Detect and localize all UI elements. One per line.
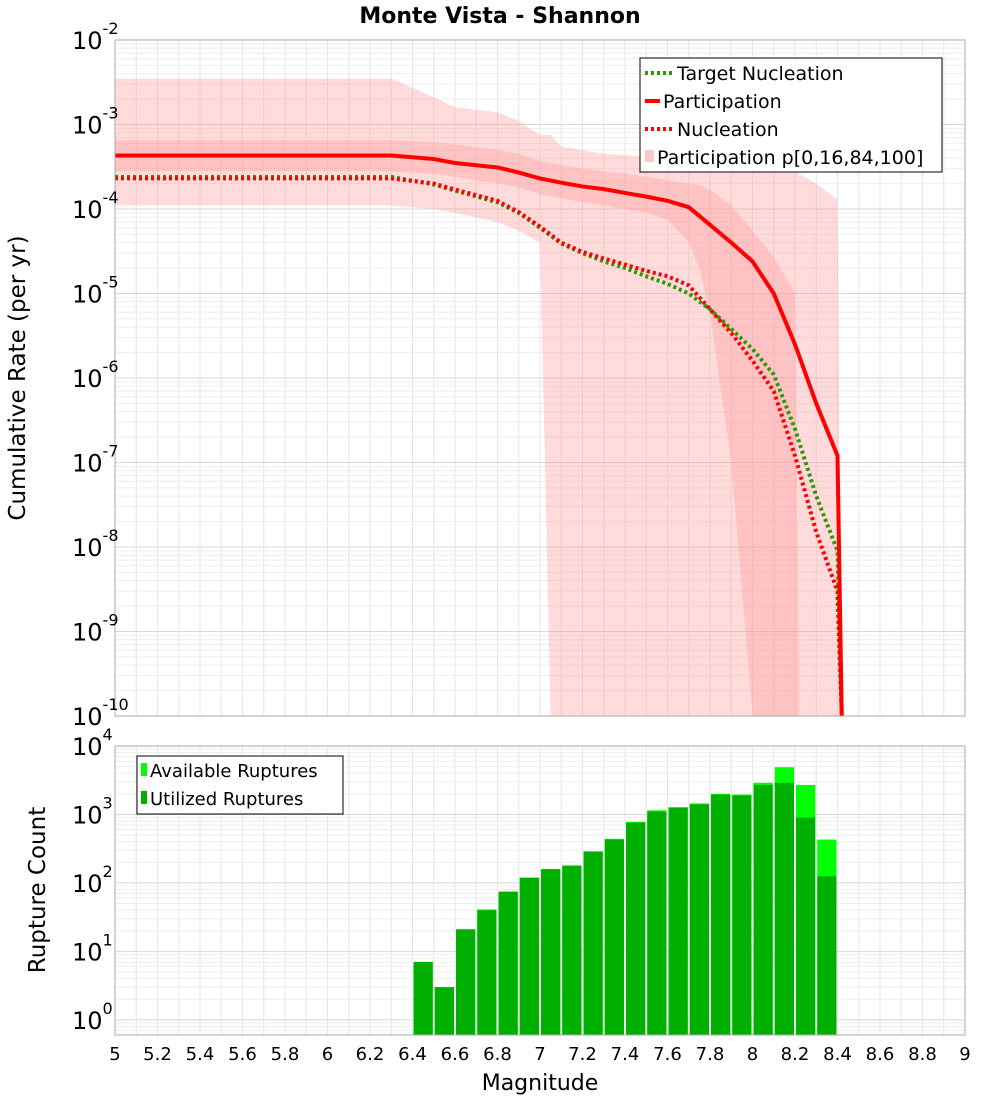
top-y-axis-label: Cumulative Rate (per yr) (5, 235, 31, 520)
x-tick-label: 6.4 (398, 1044, 427, 1065)
top-y-tick-label: 10-6 (72, 357, 119, 393)
utilized-ruptures-bar (774, 782, 794, 1035)
x-tick-labels: 5 5.2 5.4 5.6 5.8 6 6.2 6.4 6.6 6.8 7 7.2 7.4 7.6 7.8 8… (109, 1044, 970, 1065)
utilized-ruptures-bar (413, 961, 433, 1035)
top-legend: Target Nucleation Participation Nucleati… (639, 57, 943, 173)
legend-label-participation: Participation (663, 91, 782, 113)
utilized-ruptures-bar (817, 876, 837, 1035)
top-y-tick-label: 10-9 (72, 611, 119, 647)
utilized-ruptures-bar (583, 851, 603, 1035)
utilized-ruptures-bar (796, 817, 816, 1035)
x-tick-label: 5 (109, 1044, 120, 1065)
x-tick-label: 7.4 (611, 1044, 640, 1065)
x-tick-label: 5.6 (228, 1044, 257, 1065)
utilized-ruptures-bar (541, 869, 561, 1035)
top-plot: 10-10 10-9 10-8 10-7 10-6 10-5 10-4 10-3 10-2 Cu… (5, 19, 966, 731)
participation-band-outer (115, 78, 842, 717)
bottom-y-tick-labels: 100 101 102 103 104 (72, 725, 113, 1035)
x-tick-label: 5.8 (271, 1044, 300, 1065)
x-axis-label: Magnitude (482, 1071, 599, 1096)
x-tick-label: 7.8 (696, 1044, 725, 1065)
series-line-nucleation (115, 176, 844, 717)
bottom-plot-frame (114, 745, 966, 1036)
x-tick-label: 7 (534, 1044, 545, 1065)
utilized-ruptures-bar (647, 811, 667, 1035)
participation-bands (115, 78, 842, 717)
x-tick-label: 5.2 (143, 1044, 172, 1065)
x-tick-label: 6.8 (483, 1044, 512, 1065)
x-tick-label: 8.4 (823, 1044, 852, 1065)
top-y-tick-label: 10-10 (72, 695, 129, 731)
x-tick-label: 8.2 (781, 1044, 810, 1065)
legend-swatch-utilized-ruptures (141, 791, 147, 804)
x-tick-label: 8.6 (866, 1044, 895, 1065)
x-tick-label: 5.4 (186, 1044, 215, 1065)
series-line-target-nucleation (115, 174, 844, 717)
x-tick-label: 8.8 (908, 1044, 937, 1065)
bottom-y-tick-label: 101 (72, 930, 113, 966)
utilized-ruptures-bar (477, 910, 497, 1035)
top-y-tick-label: 10-3 (72, 104, 119, 140)
utilized-ruptures-bar (562, 865, 582, 1035)
legend-label-target-nucleation: Target Nucleation (676, 63, 844, 85)
utilized-ruptures-bar (668, 807, 688, 1035)
x-tick-label: 7.2 (568, 1044, 597, 1065)
x-tick-label: 6 (322, 1044, 333, 1065)
x-tick-label: 6.6 (441, 1044, 470, 1065)
top-y-tick-label: 10-7 (72, 442, 119, 478)
utilized-ruptures-bar (604, 839, 624, 1035)
utilized-ruptures-bar (434, 987, 454, 1035)
rupture-bars (413, 767, 837, 1035)
x-tick-label: 9 (959, 1044, 970, 1065)
bottom-legend: Available Ruptures Utilized Ruptures (136, 755, 344, 815)
top-y-tick-labels: 10-10 10-9 10-8 10-7 10-6 10-5 10-4 10-3 10-2 (72, 19, 129, 731)
legend-swatch-participation-band (645, 150, 654, 162)
top-plot-frame (114, 39, 966, 717)
series-line-participation (115, 153, 844, 717)
top-y-tick-label: 10-8 (72, 526, 119, 562)
x-tick-label: 7.6 (653, 1044, 682, 1065)
utilized-ruptures-bar (689, 804, 709, 1035)
x-tick-label: 8 (747, 1044, 758, 1065)
legend-label-participation-band: Participation p[0,16,84,100] (657, 147, 923, 169)
legend-label-utilized-ruptures: Utilized Ruptures (150, 789, 303, 810)
utilized-ruptures-bar (456, 929, 476, 1035)
top-legend-box (639, 57, 943, 173)
top-y-tick-label: 10-2 (72, 19, 119, 55)
bottom-plot: 100 101 102 103 104 5 5.2 5.4 5.6 5.8 6 6.2 6.4 6.6 6… (25, 725, 971, 1096)
bottom-legend-box (136, 755, 344, 815)
top-y-tick-label: 10-5 (72, 273, 119, 309)
utilized-ruptures-bar (711, 794, 731, 1035)
legend-swatch-available-ruptures (141, 763, 147, 776)
bottom-y-tick-label: 100 (72, 999, 113, 1035)
rate-lines (115, 153, 844, 717)
legend-label-available-ruptures: Available Ruptures (150, 761, 318, 782)
utilized-ruptures-bar (626, 822, 646, 1035)
utilized-ruptures-bar (753, 784, 773, 1035)
utilized-ruptures-bar (519, 877, 539, 1035)
utilized-ruptures-bar (732, 795, 752, 1035)
chart-title: Monte Vista - Shannon (359, 4, 640, 29)
legend-label-nucleation: Nucleation (677, 119, 779, 141)
utilized-ruptures-bar (498, 891, 518, 1035)
bottom-y-tick-label: 102 (72, 862, 113, 898)
top-y-tick-label: 10-4 (72, 188, 119, 224)
bottom-y-tick-label: 104 (72, 725, 113, 761)
bottom-y-axis-label: Rupture Count (25, 807, 51, 973)
x-tick-label: 6.2 (356, 1044, 385, 1065)
bottom-y-tick-label: 103 (72, 793, 113, 829)
